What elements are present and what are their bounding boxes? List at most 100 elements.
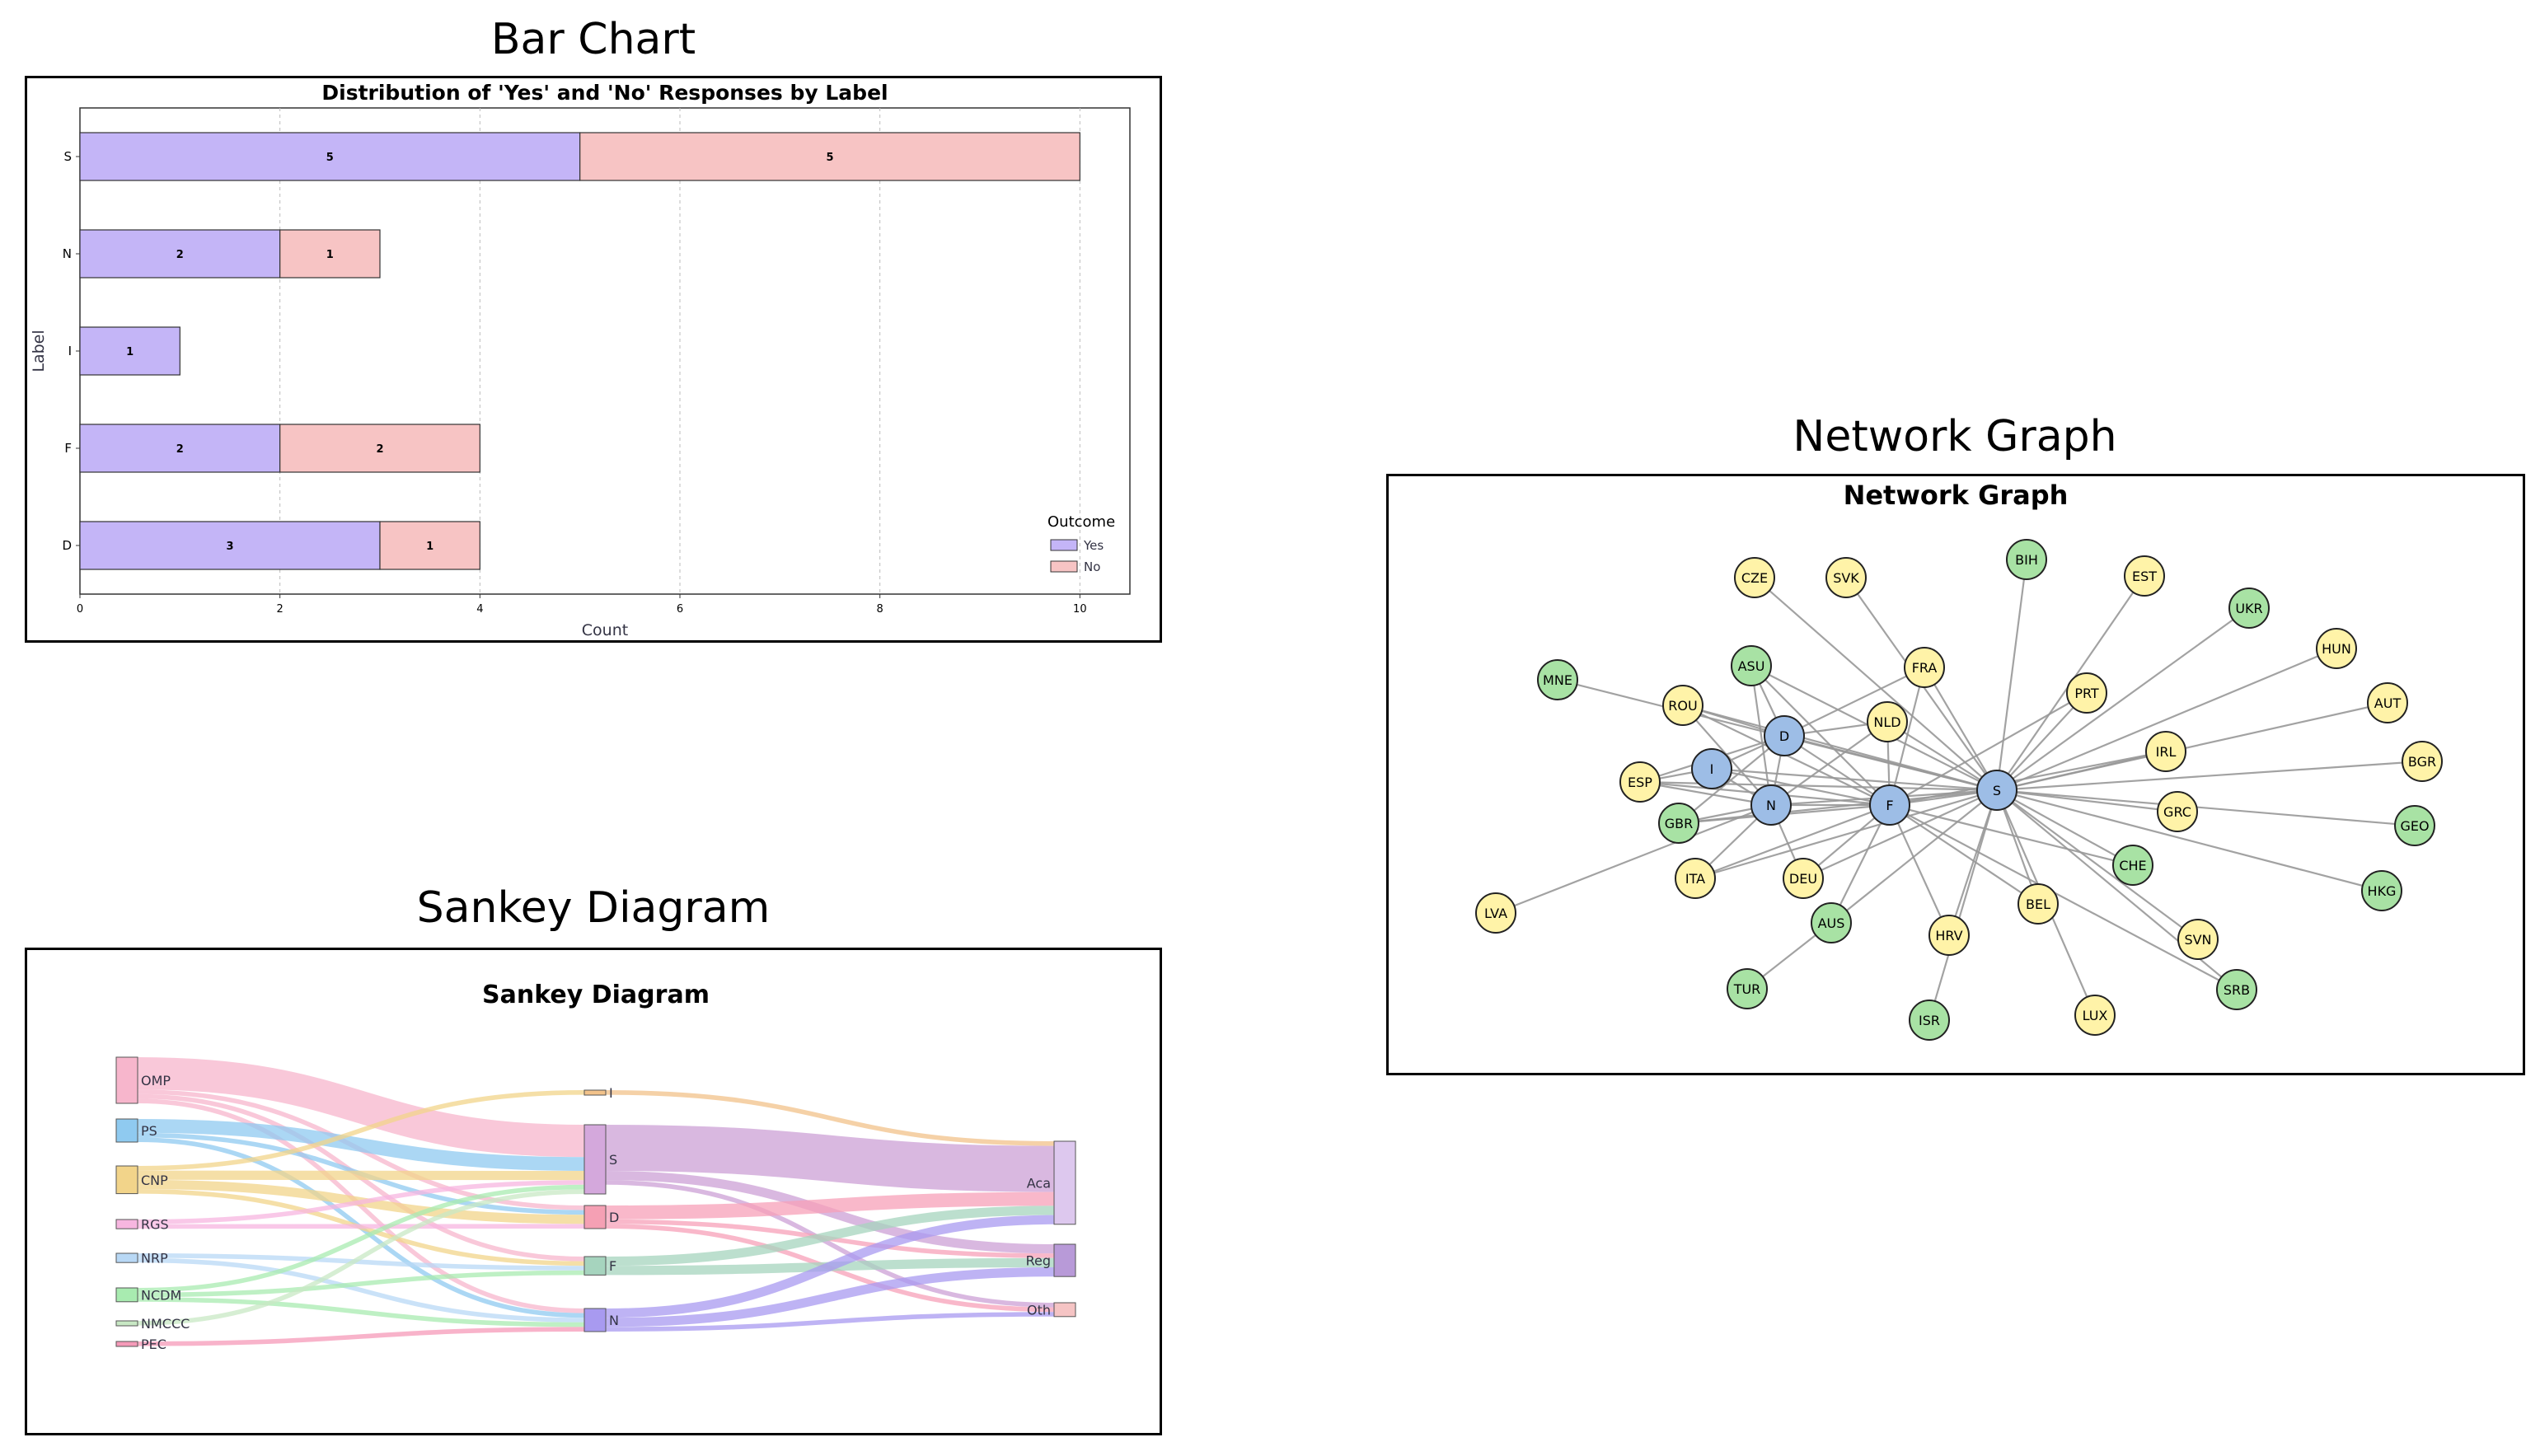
bar-segment-no [279,424,480,473]
sankey-node-n [583,1308,607,1332]
network-node-isr [1909,1000,1950,1041]
bar-chart-panel: Distribution of 'Yes' and 'No' Responses… [25,76,1162,643]
network-edge [1996,692,2088,791]
sankey-link [137,1327,585,1346]
network-node-lva [1475,892,1516,934]
network-graph-panel: Network Graph BIH UKR MNE ASU GBR CHE GEO HKG AUS… [1386,474,2525,1075]
network-node-ukr [2228,588,2270,629]
network-edge [1888,804,1951,936]
sankey-node-label: D [609,1210,619,1225]
sankey-node-label: PS [141,1123,157,1139]
network-node-label: N [1766,798,1776,813]
network-node-aus [1811,902,1852,943]
legend-swatch-no [1050,560,1078,573]
sankey-link [605,1312,1055,1332]
network-edge [1996,760,2423,792]
network-node-gbr [1658,803,1699,844]
network-node-hun [2316,628,2357,669]
sankey-node-reg [1053,1243,1076,1277]
sankey-node-label: Aca [1027,1175,1051,1191]
network-node-label: NLD [1873,714,1900,730]
network-node-label: IRL [2156,744,2177,760]
bar-value-label: 3 [226,541,233,553]
network-node-label: ESP [1628,775,1652,790]
network-edge [1996,647,2337,792]
network-edge [1996,789,2178,813]
network-edge [1996,750,2167,792]
sankey-node-label: CNP [141,1173,168,1188]
network-node-esp [1619,761,1661,803]
sankey-link [605,1206,1055,1266]
sankey-panel: Sankey Diagram OMP PS CNP RGS NRP NCDM NMCCC PEC… [25,948,1162,1435]
sankey-node-nmccc [115,1320,138,1327]
sankey-link [605,1267,1055,1327]
network-node-label: ISR [1919,1013,1940,1028]
sankey-node-label: NRP [141,1251,168,1266]
y-axis-label: Label [30,330,48,372]
y-tick-label: D [62,538,72,553]
sankey-node-f [583,1256,607,1276]
network-node-hkg [2361,870,2402,911]
sankey-node-label: NCDM [141,1287,181,1303]
sankey-link [137,1257,585,1323]
network-node-rou [1662,685,1703,726]
sankey-node-aca [1053,1140,1076,1225]
y-tick-label: F [64,441,72,456]
network-node-label: TUR [1733,981,1761,997]
network-node-label: BGR [2408,754,2436,770]
network-node-svk [1825,557,1867,598]
network-node-label: BIH [2015,552,2038,568]
x-tick-label: 0 [77,603,83,616]
bar-value-label: 2 [376,443,383,456]
network-node-label: CHE [2119,858,2146,873]
network-node-label: LUX [2083,1008,2108,1023]
network-edge [1924,667,1998,791]
network-node-label: LVA [1484,906,1507,921]
sankey-link [137,1119,585,1171]
network-edge [1889,750,2167,807]
y-tick-label: I [68,344,72,358]
sankey-node-label: Reg [1026,1253,1051,1269]
network-node-prt [2066,672,2107,714]
sankey-link [137,1297,585,1327]
network-edge [1996,789,2383,892]
network-node-n [1750,784,1792,826]
network-node-irl [2145,731,2186,772]
sankey-node-i [583,1089,607,1096]
network-node-fra [1904,647,1945,688]
sankey-node-label: N [609,1313,619,1328]
network-edge [1711,767,1998,792]
sankey-link [137,1057,585,1158]
bar-chart: Distribution of 'Yes' and 'No' Responses… [30,81,1131,639]
y-tick-label: N [63,246,72,261]
network-node-label: S [1993,783,2001,798]
sankey-node-pec [115,1341,138,1347]
network-edge [1694,789,1998,880]
bar-segment-no [579,132,1080,181]
sankey-node-label: RGS [141,1217,169,1233]
network-node-label: GEO [2400,818,2429,834]
sankey-title: Sankey Diagram [482,981,710,1009]
sankey-node-label: PEC [141,1337,166,1352]
network-edge [1888,667,1926,806]
network-node-tur [1727,968,1768,1009]
network-node-grc [2157,791,2198,832]
x-tick-label: 2 [277,603,284,616]
network-node-bih [2006,539,2047,580]
network-node-asu [1731,645,1772,686]
network-node-label: UKR [2235,601,2262,616]
network-node-label: CZE [1741,570,1768,586]
sankey-link [137,1090,585,1171]
network-node-label: MNE [1543,672,1572,688]
network-node-label: AUS [1818,915,1845,931]
network-node-svn [2177,919,2219,960]
sankey-links [137,1057,1055,1346]
network-node-label: PRT [2074,686,2099,701]
network-node-label: EST [2132,569,2157,584]
network-node-che [2112,845,2153,886]
network-edge [1495,803,1772,915]
network-node-bgr [2402,741,2443,782]
bar-value-label: 1 [326,249,334,261]
sankey-link [605,1090,1055,1146]
network-node-est [2124,555,2165,597]
